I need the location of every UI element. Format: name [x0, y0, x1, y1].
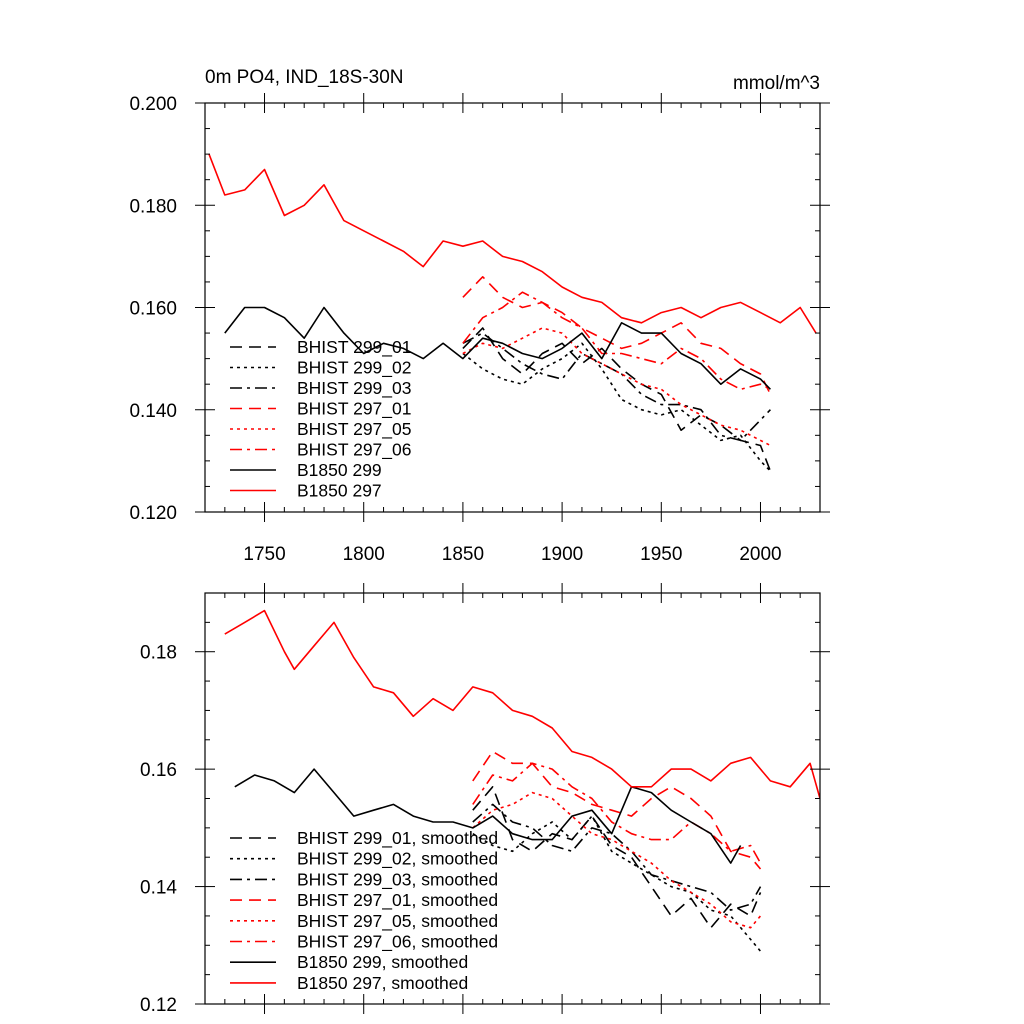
series-line-8	[224, 609, 820, 799]
x-ticks	[204, 93, 821, 522]
series-line-6	[472, 762, 762, 864]
x-ticks	[204, 583, 821, 1014]
chart-title-left: 0m PO4, IND_18S-30N	[205, 67, 404, 88]
series-line-3	[472, 803, 762, 911]
series-line-1	[472, 785, 762, 929]
series-line-5	[462, 327, 771, 447]
series-line-2	[462, 342, 771, 472]
x-tick-label: 1850	[442, 544, 484, 565]
x-tick-label: 2000	[739, 544, 781, 565]
y-tick-label: 0.12	[140, 995, 177, 1016]
y-tick-label: 0.16	[140, 760, 177, 781]
y-ticks	[195, 592, 830, 1005]
legend-label-5: BHIST 297_05	[297, 419, 411, 440]
y-tick-label: 0.120	[129, 503, 177, 524]
y-tick-label: 0.18	[140, 643, 177, 664]
legend-label-7: B1850 299, smoothed	[297, 952, 468, 972]
legend-label-4: BHIST 297_01	[297, 399, 411, 420]
legend-label-1: BHIST 299_01	[297, 337, 411, 358]
series-line-1	[462, 327, 772, 472]
y-tick-label: 0.14	[140, 878, 177, 899]
series-line-6	[462, 291, 771, 391]
y-tick-label: 0.140	[129, 401, 177, 422]
y-tick-label: 0.160	[129, 299, 177, 320]
legend-label-7: B1850 299	[297, 460, 382, 480]
top-panel: 1750 1800 1850 1900 1950 2000 0.120 0.140 0.160 0…	[129, 67, 830, 565]
chart-title-right: mmol/m^3	[733, 73, 820, 94]
series-line-5	[472, 791, 762, 929]
legend-label-4: BHIST 297_01, smoothed	[297, 890, 498, 911]
legend-label-2: BHIST 299_02	[297, 358, 411, 379]
series-group	[208, 153, 817, 472]
legend-label-8: B1850 297, smoothed	[297, 973, 468, 993]
legend-label-3: BHIST 299_03, smoothed	[297, 869, 498, 890]
x-tick-label: 1950	[640, 544, 682, 565]
x-tick-label: 1900	[541, 544, 583, 565]
series-line-4	[462, 275, 772, 395]
y-tick-label: 0.200	[129, 94, 177, 115]
legend-label-5: BHIST 297_05, smoothed	[297, 911, 498, 932]
series-line-7	[234, 768, 742, 864]
series-line-8	[208, 153, 817, 334]
legend-label-6: BHIST 297_06	[297, 440, 411, 461]
y-tick-label: 0.180	[129, 196, 177, 217]
series-line-4	[472, 750, 762, 870]
series-line-3	[462, 332, 771, 442]
series-group	[224, 609, 820, 952]
legend-label-8: B1850 297	[297, 481, 382, 501]
legend-label-2: BHIST 299_02, smoothed	[297, 849, 498, 870]
legend-label-3: BHIST 299_03	[297, 378, 411, 399]
x-tick-label: 1750	[243, 544, 285, 565]
series-line-7	[224, 306, 771, 390]
x-tick-label: 1800	[343, 544, 385, 565]
legend-label-1: BHIST 299_01, smoothed	[297, 828, 498, 849]
legend-label-6: BHIST 297_06, smoothed	[297, 932, 498, 953]
y-ticks	[195, 102, 830, 513]
